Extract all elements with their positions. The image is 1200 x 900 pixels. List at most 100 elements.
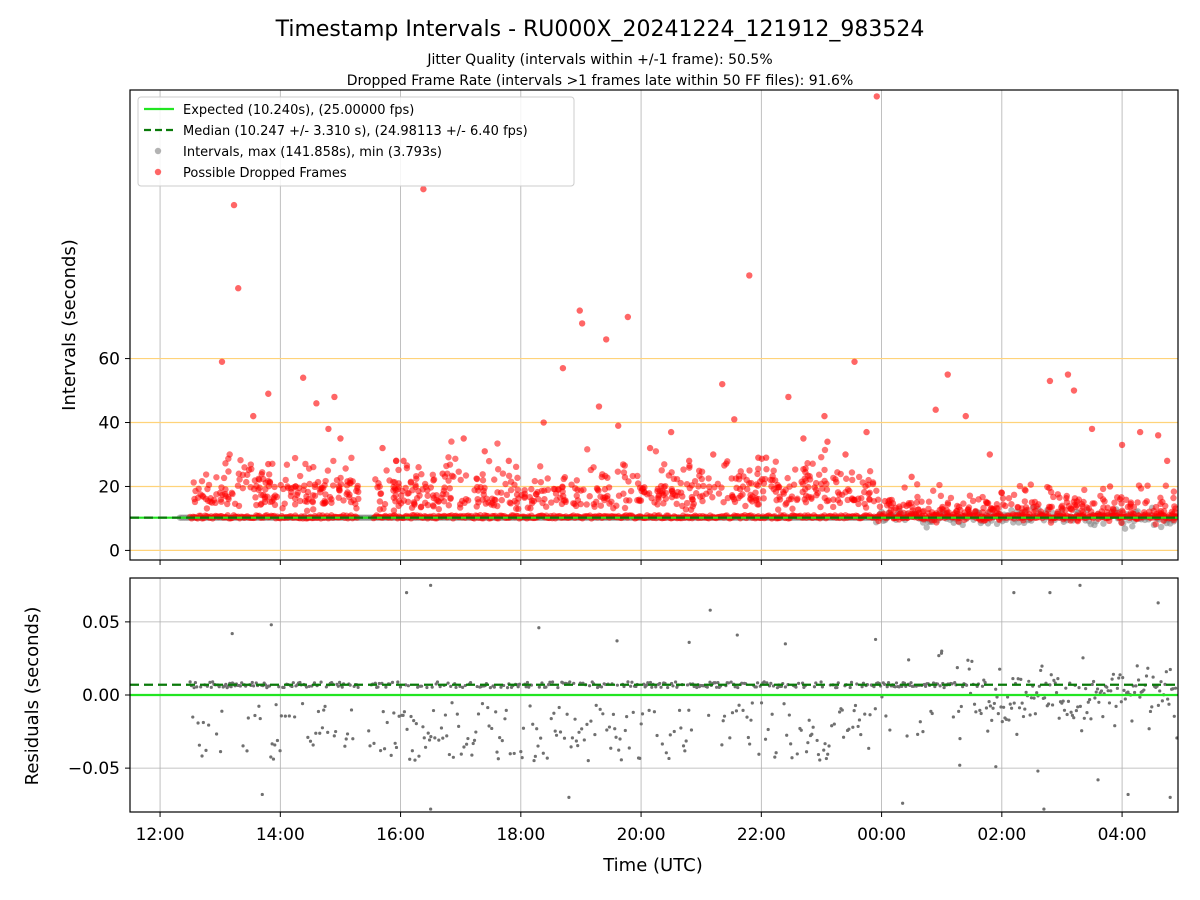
residual-point bbox=[1121, 676, 1125, 680]
dropped-frame-point bbox=[742, 502, 749, 510]
residual-point bbox=[554, 733, 559, 737]
residual-point bbox=[298, 680, 302, 685]
residual-point bbox=[274, 703, 278, 707]
dropped-frame-point bbox=[1081, 486, 1088, 494]
residual-point bbox=[605, 728, 609, 732]
residual-point bbox=[687, 708, 691, 712]
residual-point bbox=[524, 685, 528, 689]
residual-point bbox=[1135, 664, 1139, 668]
residual-point bbox=[1147, 727, 1151, 731]
residual-point bbox=[345, 732, 350, 736]
bottom-y-axis-label: Residuals (seconds) bbox=[22, 607, 43, 786]
dropped-frame-outlier bbox=[762, 454, 770, 461]
residual-point bbox=[520, 756, 524, 760]
interval-point bbox=[923, 524, 930, 531]
residual-point bbox=[959, 704, 963, 709]
dropped-frame-point bbox=[514, 486, 521, 493]
residual-point bbox=[517, 682, 522, 686]
dropped-frame-point bbox=[417, 503, 425, 510]
dropped-frame-outlier bbox=[667, 428, 675, 436]
dropped-frame-outlier bbox=[400, 457, 407, 465]
residual-point bbox=[916, 732, 920, 736]
residual-point bbox=[811, 725, 815, 729]
residual-point bbox=[826, 752, 830, 756]
residual-point bbox=[1000, 719, 1004, 724]
dropped-frame-outlier bbox=[505, 457, 512, 465]
dropped-frame-point bbox=[1005, 495, 1013, 502]
residual-point bbox=[659, 685, 663, 689]
residual-point bbox=[1032, 696, 1036, 700]
residual-point bbox=[546, 683, 551, 687]
residual-point bbox=[755, 681, 760, 685]
residual-point bbox=[338, 680, 342, 684]
dropped-frame-point bbox=[662, 495, 670, 502]
residual-point bbox=[240, 681, 244, 685]
bottom-xtick-label: 16:00 bbox=[376, 825, 425, 845]
dropped-frame-point bbox=[679, 493, 686, 500]
dropped-frame-point bbox=[688, 493, 696, 501]
residual-point bbox=[217, 685, 221, 689]
residual-point bbox=[508, 752, 512, 756]
dropped-frame-point bbox=[1027, 481, 1035, 488]
dropped-frame-point bbox=[445, 502, 453, 509]
dropped-frame-point bbox=[430, 503, 437, 510]
dropped-frame-point bbox=[1078, 500, 1086, 508]
residual-outlier bbox=[1042, 807, 1046, 811]
dropped-frame-point bbox=[1054, 491, 1062, 498]
dropped-frame-outlier bbox=[824, 438, 831, 445]
residual-point bbox=[794, 685, 798, 689]
residual-point bbox=[1069, 710, 1073, 714]
dropped-frame-point bbox=[220, 474, 228, 482]
dropped-frame-point bbox=[621, 504, 629, 512]
residual-point bbox=[376, 685, 380, 689]
residual-point bbox=[1136, 678, 1141, 682]
dropped-frame-point bbox=[873, 487, 880, 494]
dropped-frame-point bbox=[1106, 517, 1113, 525]
residual-point bbox=[393, 741, 397, 745]
residual-point bbox=[615, 683, 619, 687]
dropped-frame-point bbox=[855, 500, 862, 508]
residual-point bbox=[340, 685, 344, 689]
dropped-frame-point bbox=[886, 509, 893, 517]
dropped-frame-point bbox=[808, 494, 815, 501]
dropped-frame-point bbox=[284, 483, 291, 490]
residual-point bbox=[557, 705, 561, 710]
dropped-frame-point bbox=[1152, 520, 1159, 528]
residual-point bbox=[1114, 704, 1118, 708]
residual-point bbox=[413, 758, 417, 762]
dropped-frame-point bbox=[225, 455, 232, 462]
dropped-frame-outlier bbox=[685, 457, 693, 465]
residual-point bbox=[816, 752, 821, 757]
residual-point bbox=[196, 721, 200, 725]
residual-point bbox=[241, 744, 245, 748]
residual-point bbox=[308, 739, 313, 743]
dropped-frame-point bbox=[1099, 485, 1107, 493]
residual-point bbox=[344, 737, 348, 741]
residual-point bbox=[880, 695, 884, 699]
residual-point bbox=[323, 704, 327, 708]
residual-point bbox=[626, 680, 630, 684]
dropped-frame-point bbox=[737, 468, 744, 475]
dropped-frame-outlier bbox=[235, 285, 242, 292]
residual-point bbox=[667, 756, 671, 761]
dropped-frame-point bbox=[780, 490, 787, 497]
dropped-frame-point bbox=[652, 448, 660, 455]
residual-point bbox=[708, 680, 712, 684]
dropped-frame-point bbox=[390, 507, 398, 514]
residual-point bbox=[1021, 714, 1026, 719]
dropped-frame-point bbox=[747, 495, 754, 502]
dropped-frame-point bbox=[380, 505, 387, 512]
dropped-frame-point bbox=[735, 475, 743, 483]
dropped-frame-point bbox=[1010, 491, 1018, 499]
dropped-frame-point bbox=[843, 475, 850, 482]
dropped-frame-point bbox=[574, 497, 582, 504]
dropped-frame-point bbox=[746, 467, 753, 474]
dropped-frame-outlier bbox=[1106, 483, 1114, 490]
dropped-frame-point bbox=[440, 498, 448, 505]
residual-point bbox=[988, 704, 993, 708]
residual-outlier bbox=[907, 658, 911, 662]
dropped-frame-point bbox=[1075, 496, 1083, 503]
dropped-frame-point bbox=[395, 466, 402, 474]
intervals-plot: 0 20 40 60 Expected (10.240s), (25.00000 fps… bbox=[98, 89, 1179, 565]
residual-point bbox=[741, 708, 745, 712]
